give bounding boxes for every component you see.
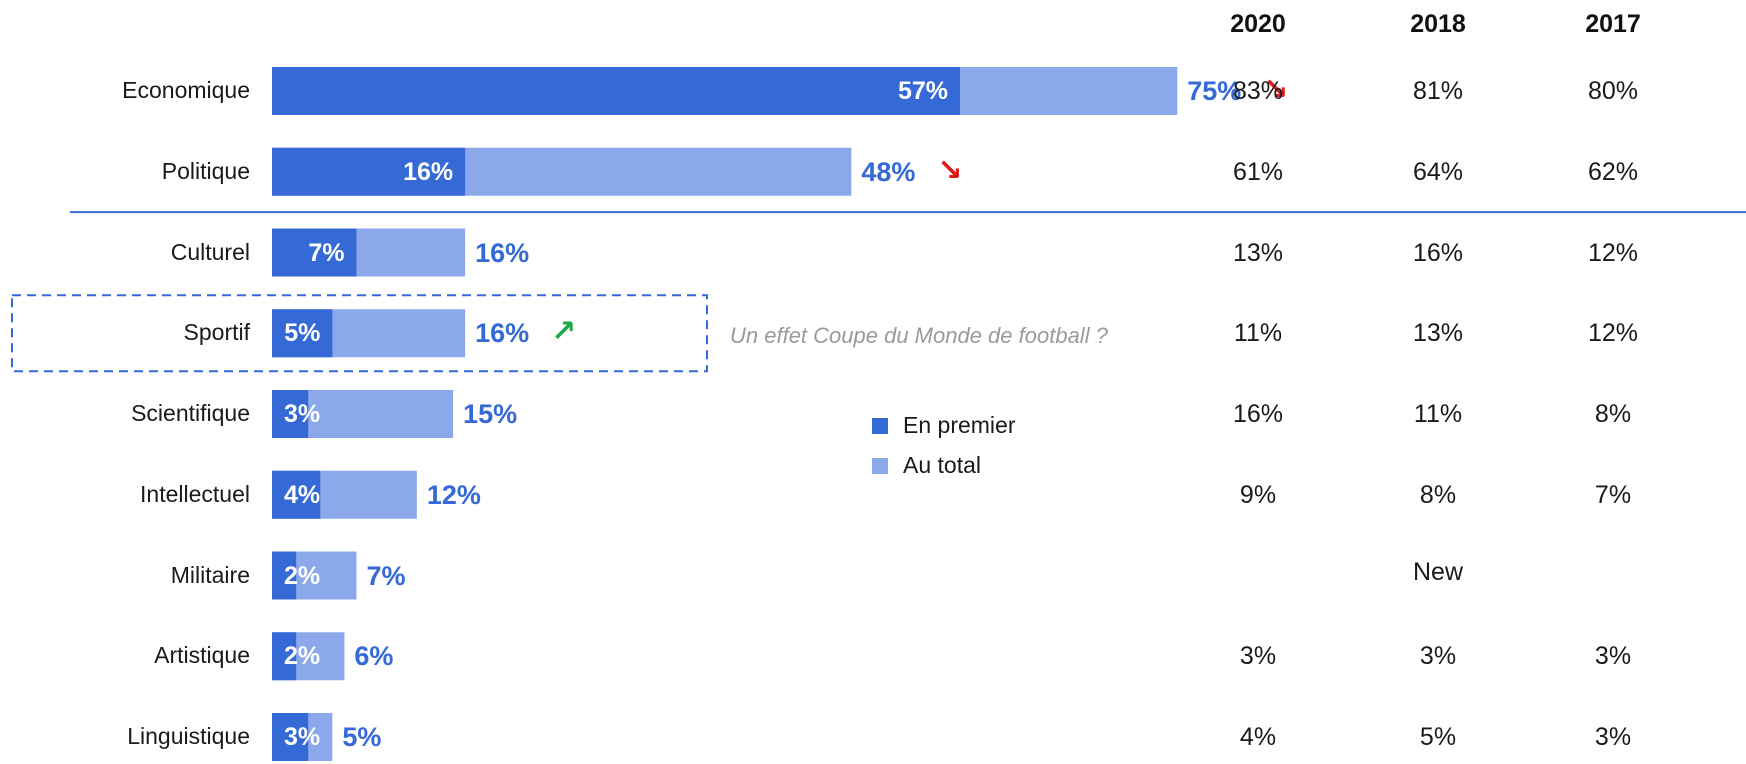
history-value: 16% [1412,238,1464,267]
bar-label-total: 12% [426,479,481,510]
category-label: Politique [161,157,250,184]
bar-label-first: 2% [284,642,321,671]
history-value: 80% [1587,77,1639,105]
bar-label-total: 16% [475,237,530,268]
history-value: 83% [1232,77,1284,105]
bar-first [272,470,321,519]
bar-label-total: 7% [366,560,406,591]
history-value: 62% [1587,157,1639,186]
bar-label-total: 15% [463,399,518,429]
history-value: 7% [1594,480,1632,509]
category-label: Militaire [170,561,250,588]
bar-first [272,309,333,358]
bar-label-first: 3% [284,723,321,751]
bar-label-total: 5% [342,722,382,752]
bar-first [272,390,309,438]
history-value: 81% [1412,77,1464,105]
bar-first [272,713,309,761]
history-value: 11% [1413,400,1463,428]
history-value: 3% [1419,642,1457,671]
history-value: New [1412,557,1463,586]
history-value: 8% [1419,480,1457,509]
bar-label-total: 75% [1187,76,1242,106]
bar-first [272,228,357,277]
trend-arrow-down-icon: ↘ [1263,73,1289,106]
legend-swatch-first [872,417,888,434]
history-value: 8% [1594,400,1632,428]
year-header: 2017 [1585,10,1641,38]
category-label: Sportif [183,319,250,346]
legend-label-total: Au total [903,452,981,478]
bar-label-total: 48% [861,156,916,187]
bar-label-first: 57% [897,77,948,105]
category-label: Culturel [170,238,250,265]
legend-label-first: En premier [903,412,1016,438]
bar-label-total: 6% [354,641,394,672]
bar-first [272,147,466,196]
history-value: 3% [1239,642,1277,671]
bar-label-first: 16% [403,157,454,186]
category-label: Linguistique [127,723,250,749]
history-value: 61% [1232,157,1284,186]
history-value: 4% [1239,723,1277,751]
bar-first [272,67,960,115]
history-value: 3% [1594,642,1632,671]
history-value: 16% [1232,400,1284,428]
legend-swatch-total [872,457,888,474]
category-label: Economique [122,77,250,103]
history-value: 3% [1594,723,1632,751]
history-value: 9% [1239,480,1277,509]
history-value: 12% [1587,238,1639,267]
category-label: Scientifique [131,400,250,426]
category-label: Artistique [154,642,250,669]
history-value: 13% [1412,319,1464,348]
history-value: 12% [1587,319,1639,348]
category-label: Intellectuel [140,480,250,507]
history-value: 13% [1232,238,1284,267]
year-header: 2018 [1410,10,1466,38]
bar-label-first: 3% [284,400,321,428]
bar-label-first: 2% [284,561,321,590]
bar-label-first: 4% [284,480,321,509]
legend-item-total: Au total [872,452,981,479]
history-value: 64% [1412,157,1464,186]
bars-first [272,67,960,761]
bar-label-total: 16% [475,318,530,349]
history-value: 11% [1233,319,1283,348]
trend-arrow-down-icon: ↘ [937,153,963,187]
bar-label-first: 5% [284,319,321,348]
year-header: 2020 [1230,10,1286,38]
annotation-text: Un effet Coupe du Monde de football ? [730,323,1108,348]
bar-label-first: 7% [308,238,345,267]
bar-first [272,551,297,600]
bar-first [272,632,297,681]
history-value: 5% [1419,723,1457,751]
highlight-box [11,294,708,373]
trend-arrow-up-icon: ↗ [551,315,577,349]
legend-item-first: En premier [872,412,1015,439]
